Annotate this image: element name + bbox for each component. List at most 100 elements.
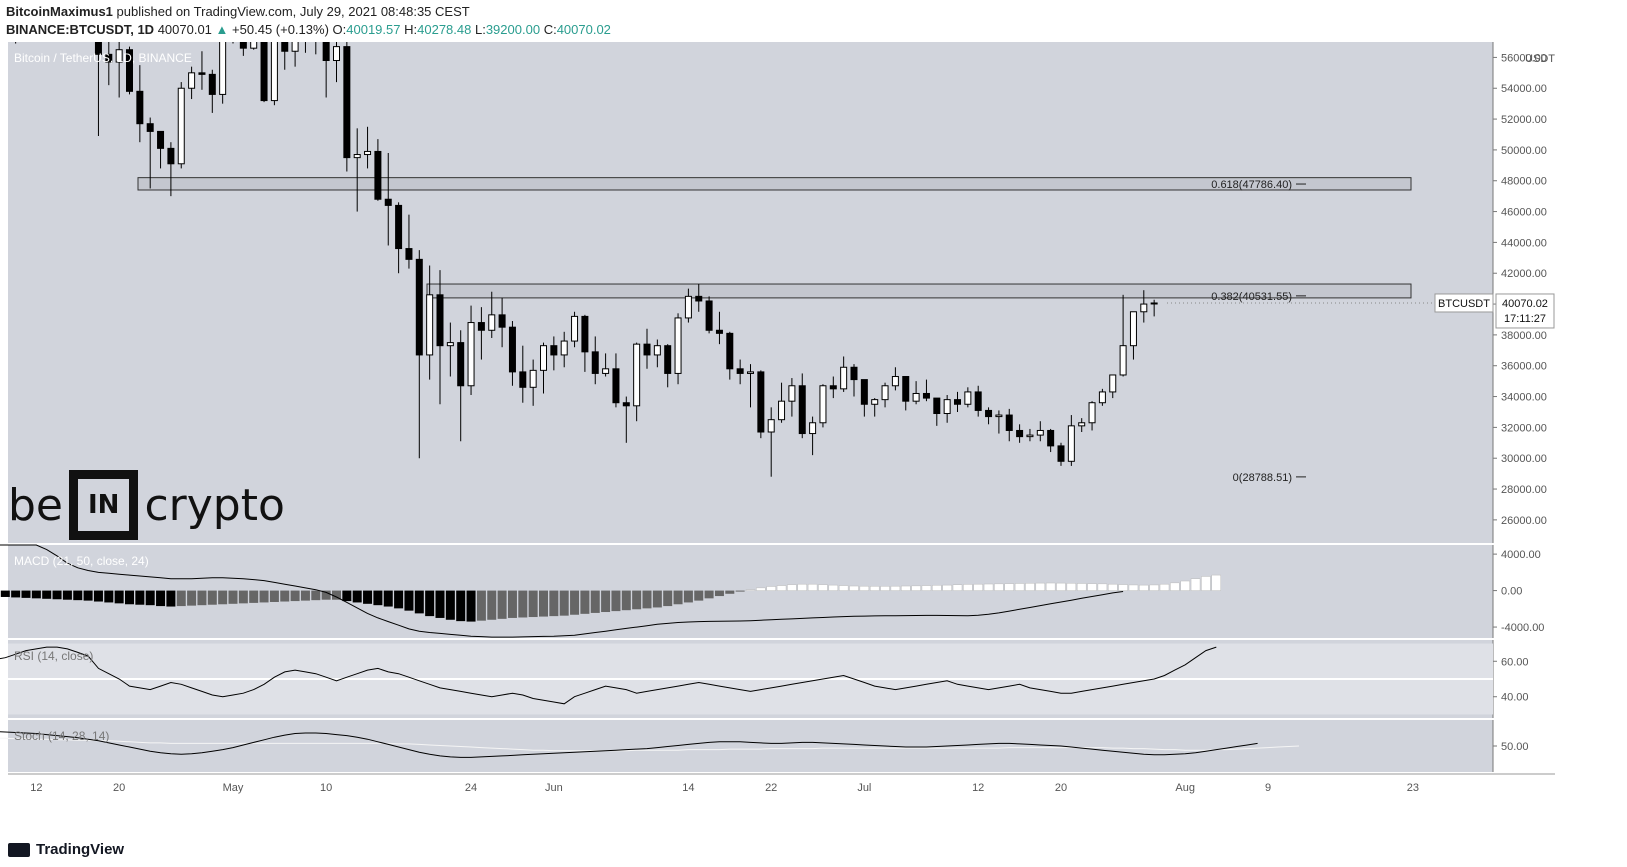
- candle-down: [374, 150, 382, 200]
- candle-up: [1067, 425, 1075, 462]
- macd-histogram-bar: [559, 590, 569, 616]
- macd-histogram-bar: [673, 590, 683, 605]
- candle-down: [757, 371, 765, 433]
- candle-down: [715, 329, 723, 334]
- macd-histogram-bar: [93, 590, 103, 602]
- macd-histogram-bar: [1076, 583, 1087, 591]
- price-tick-label: 56000.00: [1501, 52, 1547, 64]
- tradingview-brand[interactable]: TradingView: [8, 841, 124, 858]
- macd-histogram-bar: [528, 590, 538, 618]
- macd-histogram-bar: [507, 590, 517, 618]
- candle-down: [436, 294, 444, 347]
- candle-up: [1140, 303, 1148, 313]
- price-tick-label: 26000.00: [1501, 515, 1547, 527]
- macd-histogram-bar: [611, 590, 621, 612]
- macd-histogram-bar: [1118, 584, 1128, 591]
- candle-up: [995, 414, 1003, 418]
- candle-up: [353, 154, 361, 159]
- price-tick-label: 32000.00: [1501, 422, 1547, 434]
- macd-histogram-bar: [342, 590, 352, 602]
- candle-down: [146, 123, 154, 132]
- macd-histogram-bar: [1014, 583, 1025, 591]
- candle-down: [829, 385, 837, 390]
- candle-up: [488, 314, 496, 331]
- macd-histogram-bar: [456, 590, 466, 622]
- macd-histogram-bar: [332, 590, 341, 600]
- change-up-icon: ▲: [215, 22, 229, 37]
- macd-histogram-bar: [145, 590, 155, 606]
- candle-up: [653, 345, 661, 356]
- publisher-name[interactable]: BitcoinMaximus1: [6, 4, 113, 19]
- macd-histogram-bar: [642, 590, 652, 609]
- candle-down: [208, 73, 216, 95]
- macd-histogram-bar: [207, 590, 217, 605]
- close-value: 40070.02: [556, 22, 611, 37]
- candle-up: [426, 294, 434, 356]
- macd-histogram-bar: [621, 590, 631, 611]
- fib-zone-1: [426, 283, 1412, 299]
- macd-line: [0, 544, 1124, 638]
- price-tag-value: 40070.02: [1502, 298, 1548, 310]
- macd-title: MACD (21, 50, close, 24): [14, 554, 149, 568]
- candle-down: [415, 258, 423, 356]
- candle-down: [94, 42, 102, 55]
- rsi-line: [0, 646, 1217, 705]
- candle-down: [664, 345, 672, 374]
- low-value: 39200.00: [485, 22, 541, 37]
- candle-down: [126, 49, 133, 92]
- publish-info: published on TradingView.com, July 29, 2…: [116, 4, 470, 19]
- candle-up: [1119, 345, 1127, 376]
- pane-title: Bitcoin / TetherUS, 1D, BINANCE: [14, 51, 192, 65]
- macd-histogram-bar: [601, 590, 611, 613]
- candle-down: [850, 366, 858, 381]
- candle-up: [1036, 429, 1044, 436]
- macd-histogram-bar: [1159, 583, 1170, 591]
- candle-down: [581, 315, 589, 353]
- macd-histogram-bar: [52, 590, 62, 600]
- macd-histogram-bar: [487, 590, 497, 620]
- price-tick-label: 54000.00: [1501, 83, 1547, 95]
- candle-up: [912, 392, 920, 402]
- macd-histogram-bar: [435, 590, 445, 618]
- macd-histogram-bar: [1087, 583, 1097, 591]
- macd-histogram-bar: [694, 590, 704, 601]
- macd-histogram-bar: [311, 590, 321, 601]
- macd-histogram-bar: [901, 585, 911, 591]
- price-tick-label: 50000.00: [1501, 145, 1547, 157]
- macd-histogram-bar: [570, 590, 580, 615]
- macd-histogram-bar: [476, 590, 486, 621]
- x-tick-label: 22: [765, 782, 777, 794]
- candle-up: [540, 345, 547, 371]
- price-tick-label: 36000.00: [1501, 361, 1547, 373]
- macd-histogram-bar: [363, 590, 373, 604]
- candle-up: [188, 72, 196, 89]
- macd-histogram-bar: [683, 590, 693, 603]
- macd-histogram-bar: [466, 590, 476, 622]
- macd-histogram-bar: [590, 590, 600, 613]
- candle-down: [902, 376, 910, 402]
- macd-histogram-bar: [352, 590, 362, 603]
- symbol-tag-box: [1434, 293, 1494, 313]
- candle-up: [219, 42, 227, 95]
- candle-down: [322, 42, 330, 61]
- candle-down: [1047, 429, 1055, 447]
- candle-down: [508, 326, 516, 373]
- x-tick-label: 24: [465, 782, 477, 794]
- candle-up: [1078, 422, 1086, 427]
- macd-histogram-bar: [497, 590, 507, 619]
- candle-down: [643, 343, 651, 356]
- candle-up: [1088, 402, 1096, 424]
- fib-label: 0.382(40531.55): [1211, 291, 1292, 303]
- candle-up: [840, 366, 848, 390]
- candle-up: [270, 42, 278, 102]
- macd-histogram-bar: [704, 590, 714, 599]
- macd-histogram-bar: [269, 590, 279, 602]
- stoch-title: Stoch (14, 28, 14): [14, 729, 109, 743]
- macd-histogram-bar: [31, 590, 41, 599]
- fib-zone-0: [137, 177, 1412, 191]
- price-tick-label: 44000.00: [1501, 237, 1547, 249]
- candle-down: [798, 385, 806, 435]
- price-tick-label: 42000.00: [1501, 268, 1547, 280]
- low-label: L:: [474, 22, 486, 37]
